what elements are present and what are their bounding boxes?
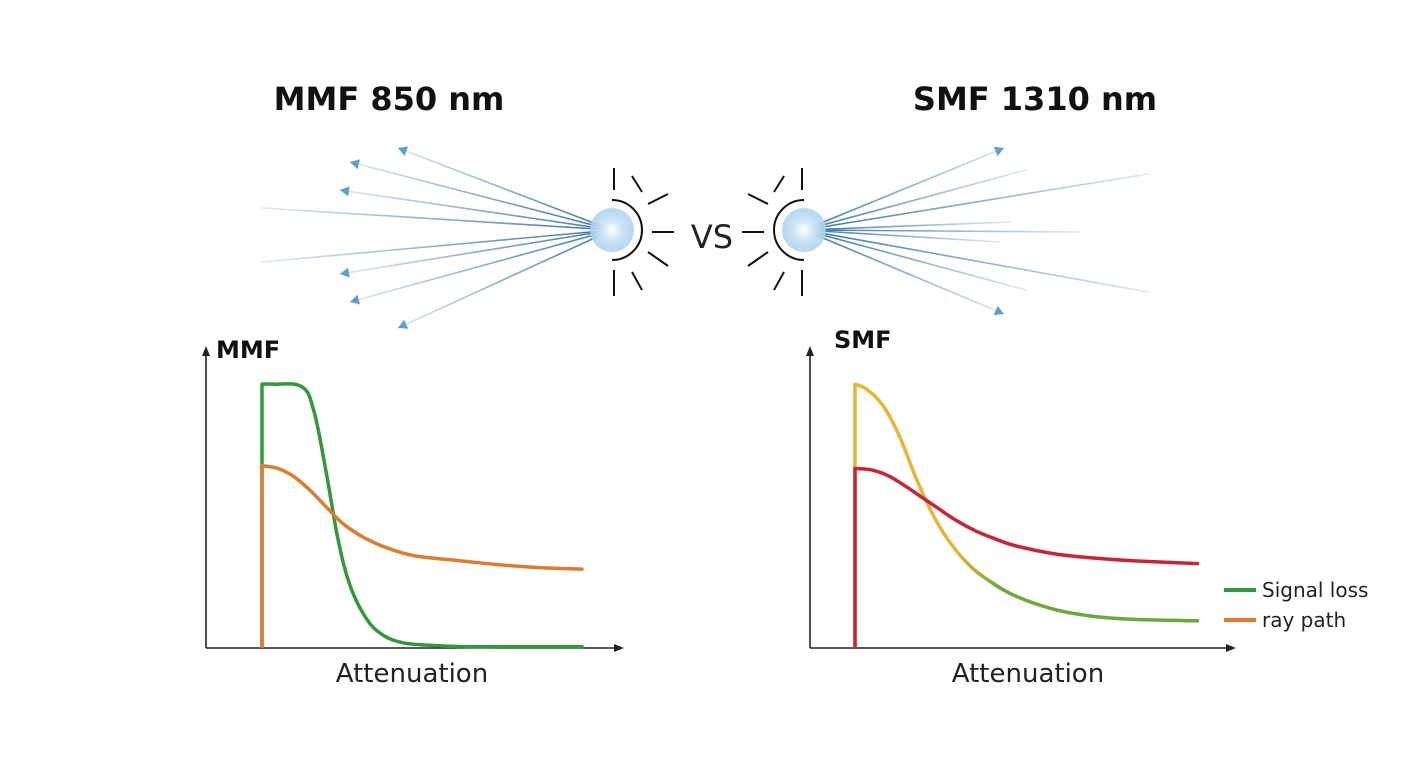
ray-line xyxy=(397,229,613,329)
legend-label: Signal loss xyxy=(1262,578,1368,602)
ray-line xyxy=(803,221,1011,231)
ray-line xyxy=(803,169,1027,231)
ray-line xyxy=(339,229,613,275)
ray-line xyxy=(803,229,1081,233)
y-axis-arrow-icon xyxy=(202,346,210,356)
ray-line xyxy=(339,189,613,231)
light-source-icon xyxy=(782,208,826,252)
legend-label: ray path xyxy=(1262,608,1346,632)
right-panel-title: SMF 1310 nm xyxy=(913,80,1157,118)
y-axis-arrow-icon xyxy=(806,346,814,356)
chart-title: SMF xyxy=(834,326,892,354)
mmf-chart: MMF Attenuation xyxy=(202,336,624,689)
ray-line xyxy=(803,229,1149,293)
arrowhead-icon xyxy=(340,186,350,197)
arrowhead-icon xyxy=(340,267,350,278)
ray-line xyxy=(803,147,1005,231)
arrowhead-icon xyxy=(993,146,1004,157)
chart-title: MMF xyxy=(216,336,280,364)
series-signal-line xyxy=(853,382,1200,623)
sparkle-icon xyxy=(613,168,674,296)
ray-line xyxy=(261,229,613,263)
left-light-source xyxy=(261,146,674,329)
light-source-icon xyxy=(590,208,634,252)
sparkle-icon xyxy=(742,168,803,296)
series-ray-line xyxy=(853,466,1200,566)
x-axis-arrow-icon xyxy=(614,644,624,652)
right-light-source xyxy=(742,146,1149,316)
ray-line xyxy=(803,229,1001,243)
ray-line xyxy=(261,207,613,231)
x-axis-arrow-icon xyxy=(1226,644,1236,652)
left-panel-title: MMF 850 nm xyxy=(274,80,505,118)
ray-line xyxy=(803,229,1027,291)
series-ray-line xyxy=(260,464,584,571)
arrowhead-icon xyxy=(398,319,409,329)
vs-label: VS xyxy=(691,218,733,256)
ray-line xyxy=(397,147,613,231)
x-axis-label: Attenuation xyxy=(952,659,1104,689)
arrowhead-icon xyxy=(993,305,1004,316)
arrowhead-icon xyxy=(350,294,361,305)
ray-line xyxy=(803,173,1149,231)
right-ray-fan xyxy=(803,146,1149,316)
ray-line xyxy=(349,161,613,231)
ray-line xyxy=(349,229,613,303)
ray-line xyxy=(803,229,1005,315)
series-signal-line xyxy=(260,382,584,649)
source-arc xyxy=(773,199,805,261)
arrowhead-icon xyxy=(398,146,409,156)
arrowhead-icon xyxy=(350,159,360,170)
chart-legend: Signal loss ray path xyxy=(1224,578,1368,632)
x-axis-label: Attenuation xyxy=(336,659,488,689)
smf-chart: SMF Attenuation xyxy=(806,326,1236,689)
source-arc xyxy=(611,199,643,261)
left-ray-fan xyxy=(261,146,613,329)
